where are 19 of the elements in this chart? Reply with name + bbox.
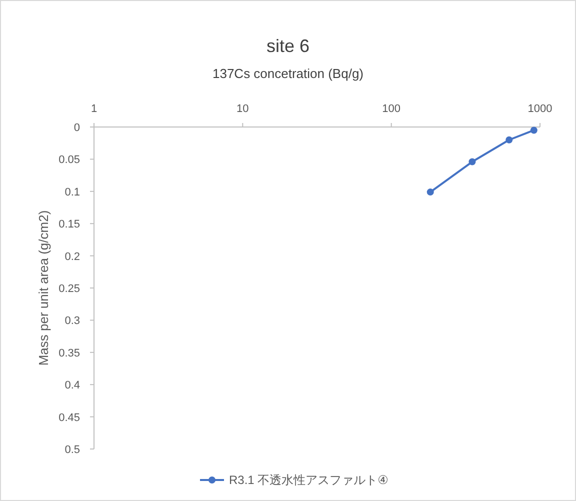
legend-label: R3.1 不透水性アスファルト④ bbox=[229, 473, 388, 487]
x-tick-label: 100 bbox=[382, 103, 401, 115]
y-tick-label: 0.4 bbox=[64, 380, 80, 392]
y-tick-label: 0.35 bbox=[58, 347, 80, 360]
y-tick-label: 0.05 bbox=[58, 154, 80, 166]
y-tick-label: 0.15 bbox=[58, 218, 80, 231]
x-tick-label: 10 bbox=[236, 103, 249, 115]
x-tick-label: 1000 bbox=[528, 103, 552, 115]
chart-title: site 6 bbox=[266, 36, 310, 56]
y-tick-label: 0.3 bbox=[64, 315, 80, 328]
y-tick-label: 0.2 bbox=[64, 250, 80, 263]
y-tick-label: 0.5 bbox=[64, 444, 80, 456]
y-axis-title: Mass per unit area (g/cm2) bbox=[36, 210, 51, 366]
y-tick-label: 0 bbox=[74, 122, 80, 134]
y-tick-label: 0.25 bbox=[58, 283, 80, 295]
y-tick-label: 0.45 bbox=[58, 412, 80, 424]
x-axis-title: 137Cs concetration (Bq/g) bbox=[212, 66, 364, 81]
y-tick-label: 0.1 bbox=[64, 186, 80, 198]
x-tick-label: 1 bbox=[90, 103, 98, 115]
